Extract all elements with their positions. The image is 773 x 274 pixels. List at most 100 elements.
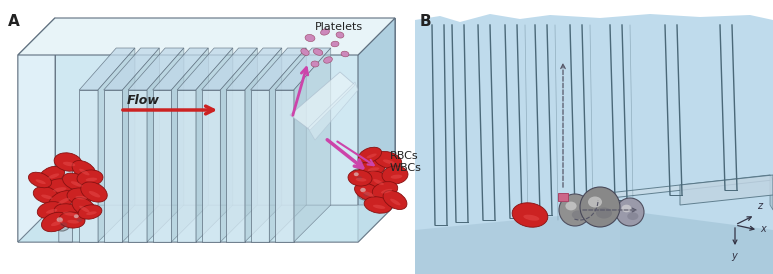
- Text: B: B: [420, 14, 431, 29]
- Polygon shape: [18, 205, 395, 242]
- Polygon shape: [618, 200, 630, 218]
- Ellipse shape: [627, 212, 638, 220]
- Text: z: z: [757, 201, 762, 211]
- Polygon shape: [770, 175, 773, 210]
- Text: RBCs
WBCs: RBCs WBCs: [390, 151, 422, 173]
- Ellipse shape: [382, 166, 408, 184]
- Ellipse shape: [373, 182, 398, 198]
- Ellipse shape: [41, 195, 53, 199]
- Ellipse shape: [351, 169, 365, 183]
- Polygon shape: [308, 82, 358, 140]
- Ellipse shape: [53, 213, 71, 231]
- Polygon shape: [122, 48, 159, 242]
- Ellipse shape: [559, 194, 591, 226]
- Ellipse shape: [383, 190, 407, 210]
- Ellipse shape: [53, 187, 66, 192]
- Polygon shape: [680, 175, 773, 205]
- Polygon shape: [220, 48, 257, 242]
- Ellipse shape: [313, 49, 323, 55]
- Ellipse shape: [77, 218, 82, 222]
- Polygon shape: [177, 90, 196, 242]
- Polygon shape: [177, 48, 233, 90]
- Polygon shape: [196, 48, 233, 242]
- Polygon shape: [226, 48, 282, 90]
- Polygon shape: [290, 72, 355, 130]
- Ellipse shape: [71, 211, 85, 225]
- Polygon shape: [202, 48, 257, 90]
- Ellipse shape: [621, 205, 632, 212]
- Ellipse shape: [54, 204, 82, 220]
- Polygon shape: [269, 48, 306, 242]
- Polygon shape: [275, 90, 294, 242]
- Polygon shape: [18, 18, 55, 242]
- Polygon shape: [18, 205, 395, 242]
- Ellipse shape: [72, 198, 96, 216]
- Ellipse shape: [354, 172, 359, 176]
- Polygon shape: [104, 48, 159, 90]
- Ellipse shape: [381, 189, 393, 193]
- Ellipse shape: [364, 197, 392, 213]
- Ellipse shape: [301, 48, 309, 55]
- Ellipse shape: [63, 162, 75, 166]
- Ellipse shape: [324, 57, 332, 63]
- Ellipse shape: [596, 207, 612, 218]
- Polygon shape: [415, 0, 773, 274]
- Ellipse shape: [390, 199, 400, 205]
- Ellipse shape: [63, 173, 90, 191]
- Ellipse shape: [356, 178, 366, 182]
- Ellipse shape: [63, 212, 75, 216]
- Text: x: x: [760, 224, 766, 234]
- Polygon shape: [59, 164, 73, 242]
- Polygon shape: [226, 90, 245, 242]
- Ellipse shape: [60, 222, 67, 227]
- Polygon shape: [358, 18, 395, 242]
- Polygon shape: [147, 48, 184, 242]
- Ellipse shape: [37, 202, 63, 218]
- Polygon shape: [18, 18, 395, 55]
- Polygon shape: [98, 48, 135, 242]
- Ellipse shape: [43, 179, 73, 197]
- Polygon shape: [152, 48, 209, 90]
- Ellipse shape: [368, 167, 380, 172]
- Text: Platelets: Platelets: [315, 22, 363, 32]
- Ellipse shape: [366, 171, 390, 189]
- Ellipse shape: [73, 214, 79, 218]
- Polygon shape: [202, 90, 220, 242]
- Ellipse shape: [54, 153, 82, 171]
- Ellipse shape: [363, 192, 369, 197]
- Polygon shape: [415, 0, 773, 22]
- Polygon shape: [55, 18, 395, 205]
- Ellipse shape: [46, 209, 57, 213]
- Ellipse shape: [48, 173, 60, 179]
- Ellipse shape: [348, 170, 372, 186]
- Bar: [558, 193, 568, 201]
- Polygon shape: [128, 90, 147, 242]
- Ellipse shape: [373, 205, 385, 209]
- Ellipse shape: [78, 205, 102, 219]
- Polygon shape: [294, 48, 331, 242]
- Ellipse shape: [341, 51, 349, 57]
- Polygon shape: [152, 90, 172, 242]
- Ellipse shape: [36, 179, 46, 184]
- Ellipse shape: [355, 183, 381, 201]
- Ellipse shape: [72, 161, 96, 179]
- Ellipse shape: [51, 220, 63, 226]
- Ellipse shape: [616, 198, 644, 226]
- Text: y: y: [731, 251, 737, 261]
- Polygon shape: [104, 90, 122, 242]
- Ellipse shape: [512, 203, 548, 227]
- Ellipse shape: [71, 181, 83, 187]
- Ellipse shape: [39, 166, 64, 184]
- Polygon shape: [79, 48, 135, 90]
- Ellipse shape: [572, 210, 584, 219]
- Ellipse shape: [360, 188, 366, 192]
- Ellipse shape: [49, 191, 75, 209]
- Ellipse shape: [77, 170, 103, 186]
- Ellipse shape: [58, 198, 70, 204]
- Ellipse shape: [67, 220, 79, 224]
- Ellipse shape: [79, 206, 90, 212]
- Ellipse shape: [356, 176, 363, 180]
- Text: Flow: Flow: [127, 94, 160, 107]
- Ellipse shape: [56, 217, 63, 222]
- Ellipse shape: [42, 212, 69, 232]
